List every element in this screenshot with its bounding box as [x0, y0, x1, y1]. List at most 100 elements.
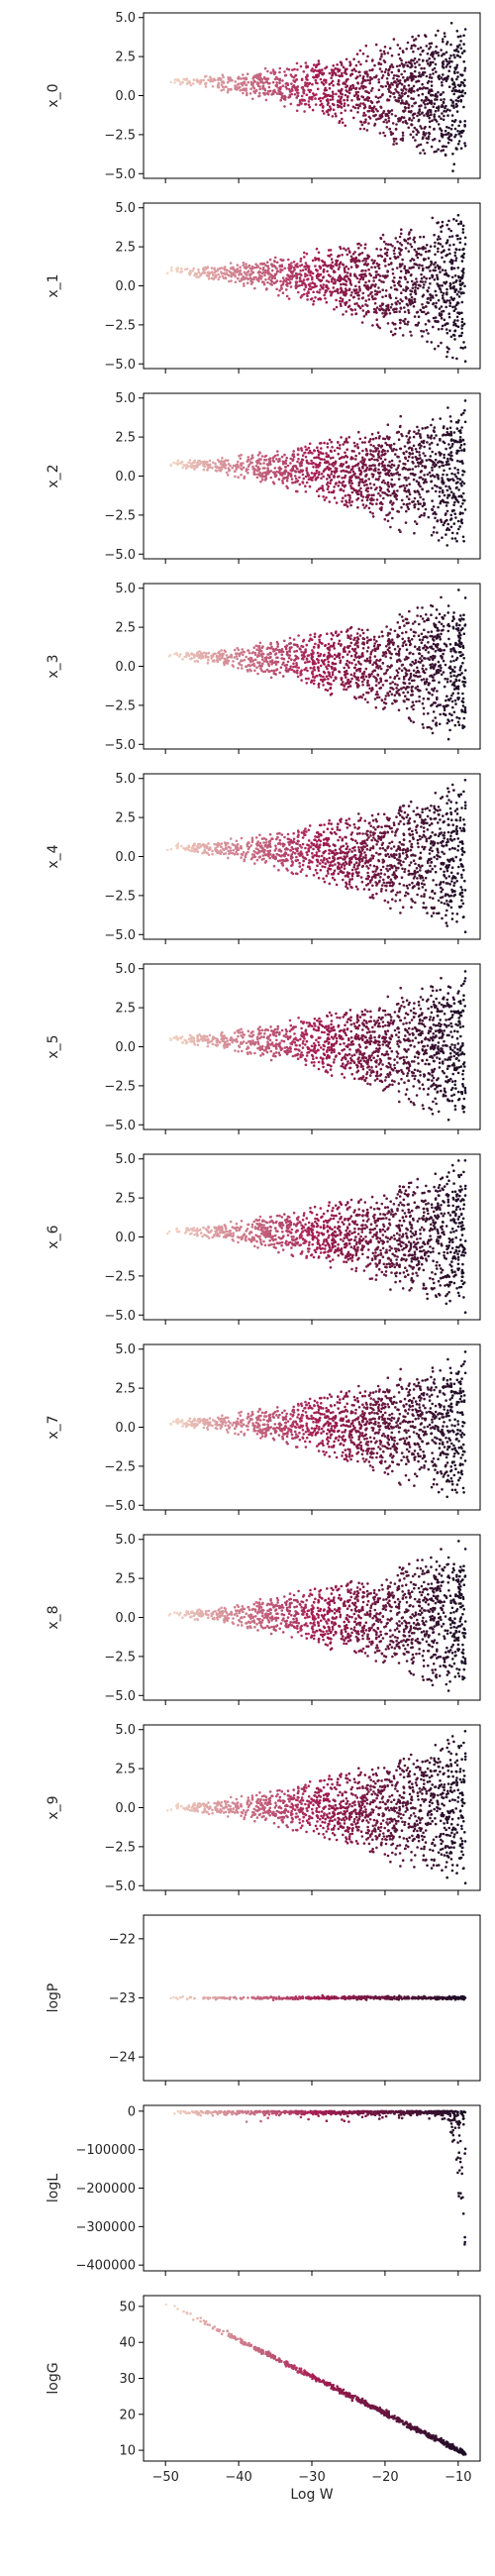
data-point — [340, 276, 343, 279]
data-point — [442, 473, 445, 477]
data-point — [315, 464, 319, 467]
data-point — [344, 270, 346, 273]
data-point — [435, 106, 439, 109]
data-point — [429, 93, 433, 97]
data-point — [448, 446, 452, 450]
data-point — [206, 266, 210, 268]
data-point — [274, 474, 278, 477]
data-point — [368, 483, 372, 485]
data-point — [426, 59, 429, 62]
data-point — [298, 99, 302, 102]
data-point — [327, 280, 331, 283]
data-point — [432, 268, 436, 272]
data-point — [451, 705, 454, 709]
data-point — [289, 285, 293, 288]
data-point — [373, 259, 376, 263]
data-point — [379, 457, 383, 461]
data-point — [378, 435, 381, 438]
data-point — [456, 472, 460, 475]
data-point — [443, 280, 446, 284]
data-point — [426, 441, 429, 444]
data-point — [251, 85, 255, 89]
data-point — [356, 111, 359, 114]
data-point — [273, 256, 277, 260]
data-point — [410, 638, 414, 641]
data-point — [286, 273, 289, 276]
data-point — [322, 488, 325, 492]
data-point — [452, 309, 456, 313]
data-point — [433, 102, 437, 105]
data-point — [275, 92, 279, 95]
data-point — [248, 651, 251, 655]
data-point — [374, 297, 377, 300]
data-point — [429, 113, 433, 117]
data-point — [296, 68, 299, 71]
data-point — [290, 277, 294, 280]
data-point — [329, 264, 333, 267]
data-point — [375, 248, 378, 251]
data-point — [335, 305, 339, 309]
data-point — [382, 240, 386, 244]
data-point — [290, 87, 294, 91]
data-point — [387, 98, 391, 102]
data-point — [332, 456, 335, 460]
data-point — [225, 471, 229, 475]
data-point — [352, 288, 356, 291]
data-point — [226, 459, 230, 463]
data-point — [367, 268, 370, 271]
data-point — [311, 462, 314, 466]
data-point — [404, 289, 408, 292]
data-point — [404, 463, 407, 466]
data-point — [412, 136, 415, 139]
data-point — [427, 711, 430, 715]
data-point — [362, 114, 365, 117]
data-point — [374, 469, 377, 473]
data-point — [331, 73, 335, 77]
data-point — [363, 257, 366, 261]
data-point — [223, 266, 227, 268]
data-point — [309, 284, 312, 288]
data-point — [250, 454, 254, 457]
data-point — [457, 290, 460, 293]
data-point — [337, 99, 340, 102]
data-point — [445, 533, 447, 536]
data-point — [393, 252, 396, 256]
data-point — [230, 656, 234, 659]
data-point — [363, 441, 366, 444]
data-point — [346, 289, 348, 292]
data-point — [463, 125, 466, 128]
data-point — [434, 516, 437, 520]
data-point — [345, 310, 348, 313]
data-point — [296, 489, 299, 493]
data-point — [437, 328, 441, 331]
data-point — [451, 87, 455, 90]
data-point — [463, 409, 466, 412]
data-point — [280, 92, 284, 95]
data-point — [291, 482, 295, 484]
data-point — [339, 97, 343, 101]
data-point — [197, 270, 200, 273]
data-point — [417, 247, 420, 251]
data-point — [456, 237, 459, 241]
data-point — [437, 320, 440, 324]
data-point — [265, 287, 268, 290]
data-point — [462, 716, 466, 720]
data-point — [188, 81, 192, 85]
data-point — [303, 251, 306, 255]
data-point — [333, 278, 337, 281]
data-point — [354, 76, 358, 80]
data-point — [430, 423, 433, 427]
data-point — [445, 305, 448, 309]
data-point — [356, 81, 359, 84]
data-point — [322, 283, 326, 286]
data-point — [317, 686, 321, 689]
data-point — [335, 501, 339, 504]
data-point — [419, 46, 423, 50]
data-point — [393, 140, 396, 143]
data-point — [386, 648, 390, 652]
data-point — [283, 98, 287, 101]
data-point — [234, 80, 237, 83]
data-point — [345, 249, 347, 252]
data-point — [262, 75, 266, 79]
data-point — [317, 487, 321, 491]
